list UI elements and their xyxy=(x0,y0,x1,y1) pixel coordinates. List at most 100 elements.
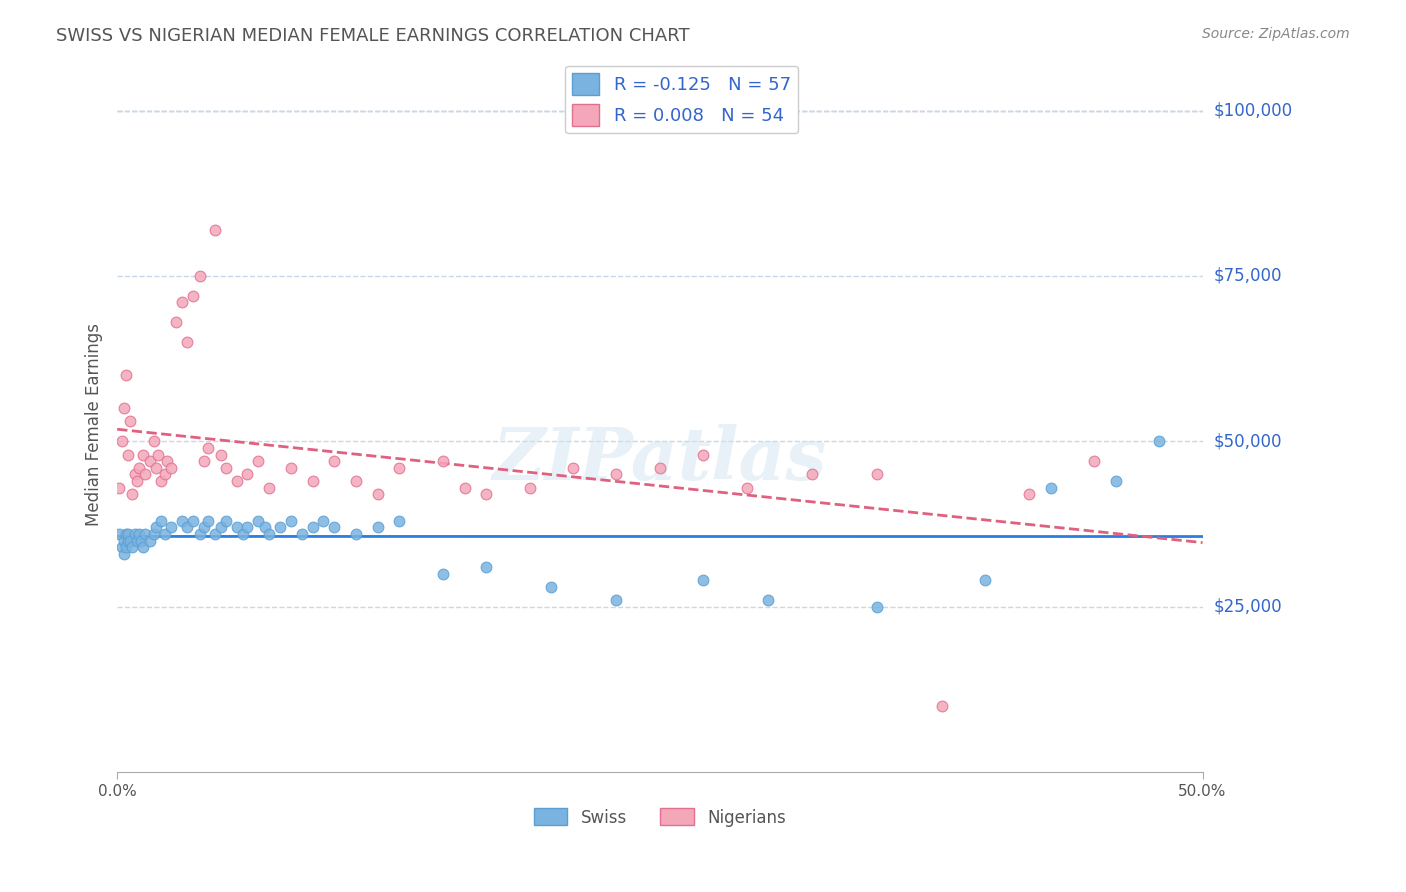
Point xyxy=(132,540,155,554)
Point xyxy=(225,474,247,488)
Point xyxy=(117,448,139,462)
Point xyxy=(112,533,135,548)
Point xyxy=(172,514,194,528)
Point xyxy=(931,698,953,713)
Point xyxy=(367,520,389,534)
Point xyxy=(800,467,823,482)
Point xyxy=(209,448,232,462)
Text: $100,000: $100,000 xyxy=(1213,102,1292,120)
Point xyxy=(128,527,150,541)
Point xyxy=(866,599,889,614)
Point xyxy=(344,527,367,541)
Point xyxy=(149,514,172,528)
Point xyxy=(1105,474,1128,488)
Point xyxy=(215,460,238,475)
Point xyxy=(475,560,498,574)
Point xyxy=(145,460,167,475)
Point xyxy=(257,481,280,495)
Point xyxy=(1018,487,1040,501)
Point xyxy=(120,533,142,548)
Point xyxy=(453,481,475,495)
Point xyxy=(149,474,172,488)
Point xyxy=(139,533,162,548)
Point xyxy=(115,368,138,383)
Point xyxy=(247,514,270,528)
Point xyxy=(139,454,162,468)
Point xyxy=(121,487,143,501)
Point xyxy=(301,520,323,534)
Point xyxy=(215,514,238,528)
Point xyxy=(124,467,146,482)
Point xyxy=(160,520,183,534)
Point xyxy=(291,527,314,541)
Point xyxy=(1083,454,1105,468)
Point xyxy=(134,467,156,482)
Text: Source: ZipAtlas.com: Source: ZipAtlas.com xyxy=(1202,27,1350,41)
Point xyxy=(253,520,276,534)
Point xyxy=(148,448,170,462)
Point xyxy=(115,527,138,541)
Point xyxy=(143,527,166,541)
Point xyxy=(648,460,671,475)
Text: $75,000: $75,000 xyxy=(1213,267,1282,285)
Point xyxy=(112,401,135,416)
Point xyxy=(125,533,148,548)
Point xyxy=(692,448,714,462)
Point xyxy=(301,474,323,488)
Point xyxy=(209,520,232,534)
Point xyxy=(108,527,131,541)
Point xyxy=(1039,481,1062,495)
Legend: Swiss, Nigerians: Swiss, Nigerians xyxy=(527,802,793,833)
Point xyxy=(1147,434,1170,449)
Text: $25,000: $25,000 xyxy=(1213,598,1282,615)
Point xyxy=(605,593,627,607)
Point xyxy=(110,540,132,554)
Point xyxy=(110,434,132,449)
Point xyxy=(367,487,389,501)
Point xyxy=(153,467,176,482)
Point xyxy=(181,289,204,303)
Point xyxy=(193,520,215,534)
Point xyxy=(197,441,219,455)
Point xyxy=(108,481,131,495)
Point xyxy=(269,520,291,534)
Point xyxy=(475,487,498,501)
Point xyxy=(117,533,139,548)
Point xyxy=(153,527,176,541)
Point xyxy=(188,268,211,283)
Point xyxy=(128,460,150,475)
Point xyxy=(519,481,541,495)
Point xyxy=(188,527,211,541)
Point xyxy=(143,434,166,449)
Point xyxy=(344,474,367,488)
Point xyxy=(204,222,226,236)
Point xyxy=(388,460,411,475)
Point xyxy=(121,540,143,554)
Point xyxy=(247,454,270,468)
Point xyxy=(323,454,346,468)
Point xyxy=(692,573,714,587)
Point xyxy=(257,527,280,541)
Point xyxy=(280,460,302,475)
Point xyxy=(132,448,155,462)
Point xyxy=(193,454,215,468)
Point xyxy=(117,527,139,541)
Point xyxy=(145,520,167,534)
Point xyxy=(388,514,411,528)
Point xyxy=(156,454,179,468)
Point xyxy=(160,460,183,475)
Text: $50,000: $50,000 xyxy=(1213,433,1282,450)
Point xyxy=(125,474,148,488)
Point xyxy=(181,514,204,528)
Point xyxy=(134,527,156,541)
Point xyxy=(866,467,889,482)
Point xyxy=(758,593,780,607)
Point xyxy=(176,334,198,349)
Point xyxy=(605,467,627,482)
Point xyxy=(124,527,146,541)
Text: SWISS VS NIGERIAN MEDIAN FEMALE EARNINGS CORRELATION CHART: SWISS VS NIGERIAN MEDIAN FEMALE EARNINGS… xyxy=(56,27,690,45)
Point xyxy=(129,533,152,548)
Point xyxy=(432,566,454,581)
Point xyxy=(280,514,302,528)
Point xyxy=(562,460,585,475)
